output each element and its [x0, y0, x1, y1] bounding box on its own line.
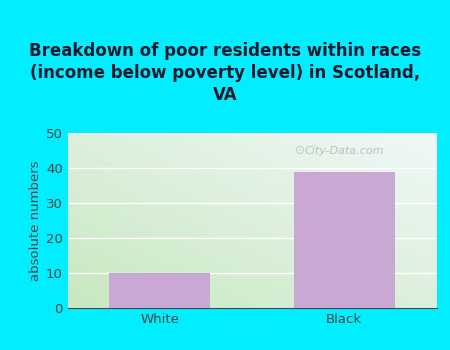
Text: ⊙: ⊙ — [295, 144, 305, 157]
Y-axis label: absolute numbers: absolute numbers — [29, 160, 41, 281]
Bar — [109, 273, 211, 308]
Bar — [293, 172, 395, 308]
Text: Breakdown of poor residents within races
(income below poverty level) in Scotlan: Breakdown of poor residents within races… — [29, 42, 421, 104]
Text: City-Data.com: City-Data.com — [305, 146, 384, 155]
